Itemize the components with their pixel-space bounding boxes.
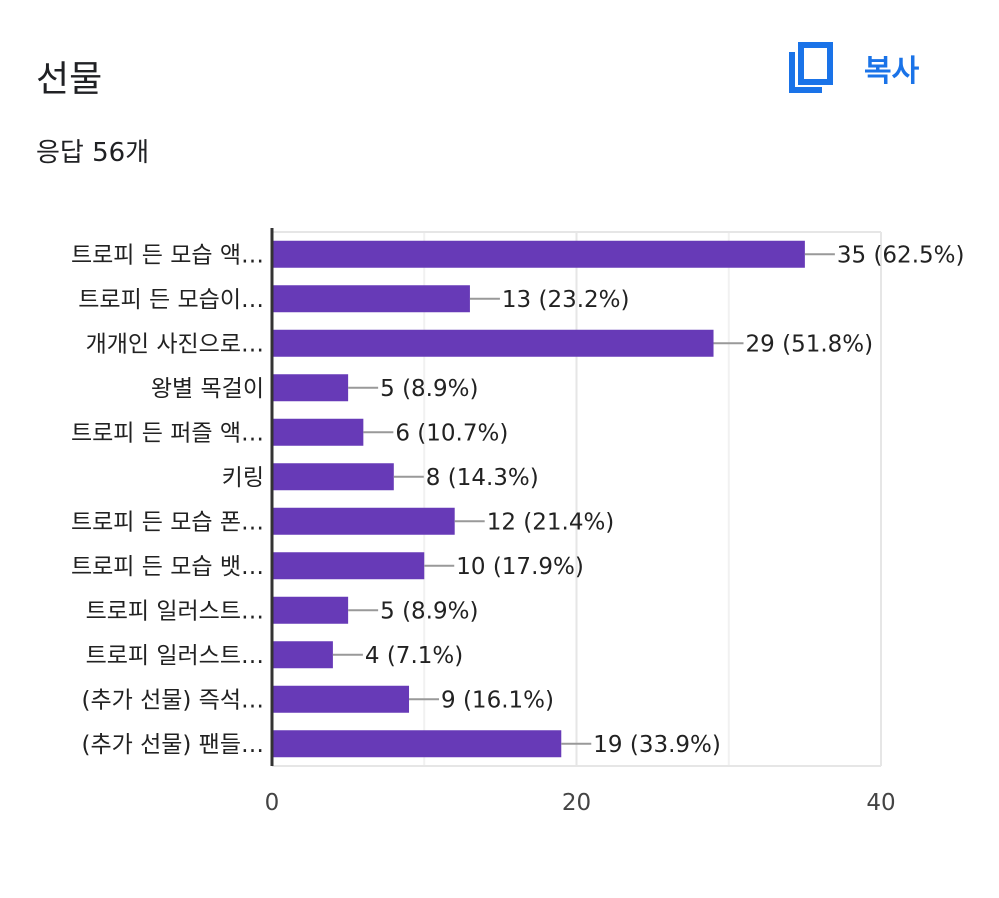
bar bbox=[272, 463, 394, 491]
data-label: 9 (16.1%) bbox=[441, 687, 554, 713]
category-label: 트로피 든 모습 뱃… bbox=[71, 554, 264, 580]
data-label: 10 (17.9%) bbox=[456, 554, 584, 580]
category-label: (추가 선물) 팬들… bbox=[81, 732, 264, 758]
category-label: 트로피 일러스트… bbox=[86, 643, 264, 669]
category-label: 왕별 목걸이 bbox=[151, 376, 264, 402]
bar bbox=[272, 285, 470, 313]
data-label: 12 (21.4%) bbox=[487, 509, 615, 535]
category-label: 트로피 든 모습 액… bbox=[71, 242, 264, 268]
bar bbox=[272, 730, 562, 758]
data-label: 19 (33.9%) bbox=[593, 732, 721, 758]
data-label: 5 (8.9%) bbox=[380, 376, 478, 402]
copy-icon bbox=[789, 42, 833, 93]
category-label: 개개인 사진으로… bbox=[86, 331, 264, 357]
category-label: 트로피 든 모습이… bbox=[78, 287, 264, 313]
response-count: 응답 56개 bbox=[36, 138, 150, 168]
data-label: 5 (8.9%) bbox=[380, 598, 478, 624]
copy-button-label: 복사 bbox=[864, 54, 920, 89]
copy-button[interactable]: 복사 bbox=[788, 42, 919, 94]
bar bbox=[272, 552, 425, 580]
bar bbox=[272, 329, 714, 357]
x-tick-label: 40 bbox=[866, 790, 895, 816]
data-label: 6 (10.7%) bbox=[395, 420, 508, 446]
bar bbox=[272, 374, 349, 402]
data-label: 13 (23.2%) bbox=[502, 287, 630, 313]
x-tick-label: 0 bbox=[265, 790, 280, 816]
category-label: 트로피 든 퍼즐 액… bbox=[71, 420, 264, 446]
category-label: (추가 선물) 즉석… bbox=[81, 687, 264, 713]
bar bbox=[272, 418, 364, 446]
data-label: 29 (51.8%) bbox=[746, 331, 874, 357]
category-label: 트로피 든 모습 폰… bbox=[71, 509, 264, 535]
category-label: 트로피 일러스트… bbox=[86, 598, 264, 624]
data-label: 35 (62.5%) bbox=[837, 242, 965, 268]
bar bbox=[272, 685, 410, 713]
bar bbox=[272, 596, 349, 624]
x-tick-label: 20 bbox=[562, 790, 591, 816]
bar bbox=[272, 240, 805, 268]
data-label: 8 (14.3%) bbox=[426, 465, 539, 491]
bar bbox=[272, 641, 333, 669]
data-label: 4 (7.1%) bbox=[365, 643, 463, 669]
chart-title: 선물 bbox=[36, 59, 103, 100]
category-label: 키링 bbox=[222, 465, 264, 491]
bar bbox=[272, 507, 455, 535]
